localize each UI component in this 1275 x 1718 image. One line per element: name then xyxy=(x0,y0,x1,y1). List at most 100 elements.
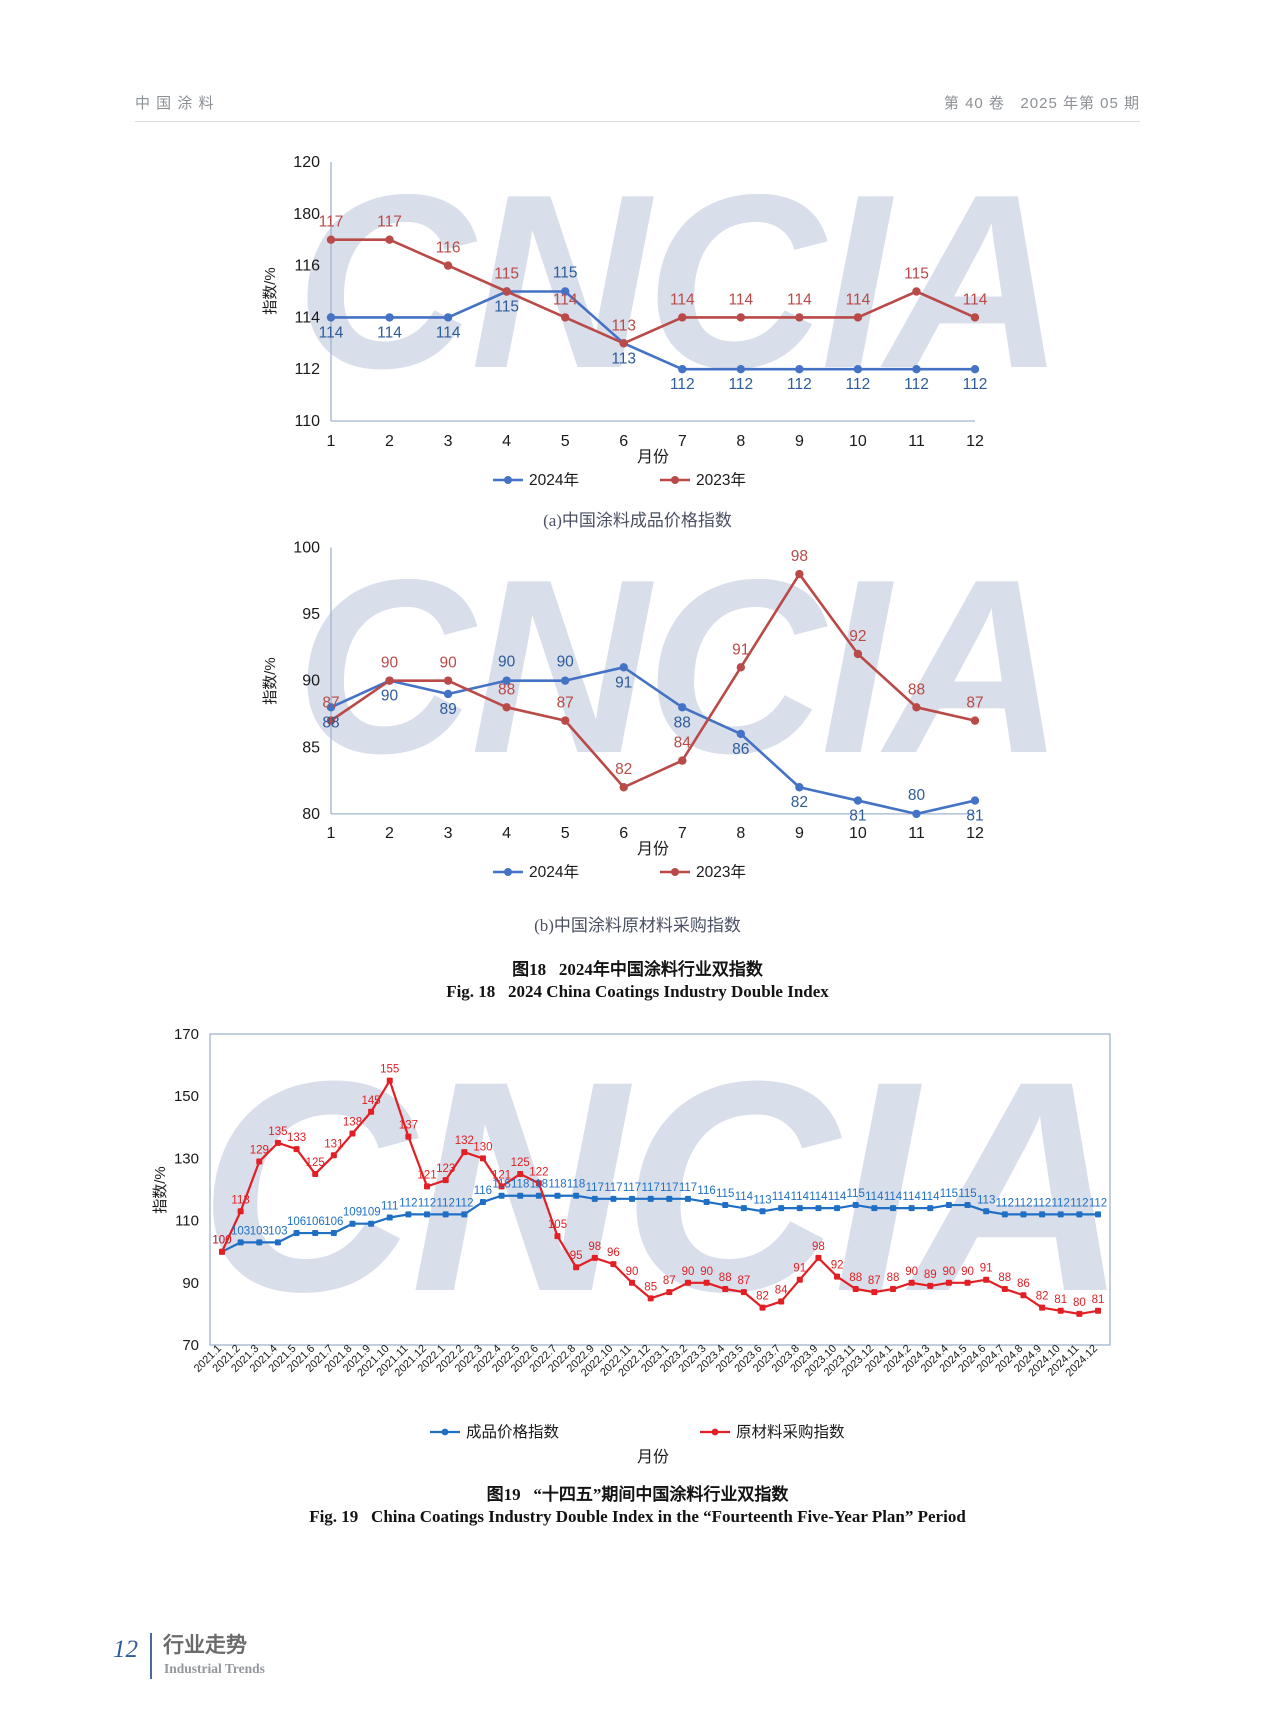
svg-text:112: 112 xyxy=(996,1197,1014,1209)
svg-text:155: 155 xyxy=(380,1064,399,1076)
svg-text:114: 114 xyxy=(921,1191,940,1203)
svg-text:82: 82 xyxy=(1036,1291,1049,1303)
svg-text:117: 117 xyxy=(642,1182,660,1194)
svg-text:114: 114 xyxy=(809,1191,828,1203)
svg-text:原材料采购指数: 原材料采购指数 xyxy=(736,1423,845,1441)
svg-text:114: 114 xyxy=(902,1191,921,1203)
svg-text:95: 95 xyxy=(570,1250,583,1262)
svg-text:96: 96 xyxy=(607,1247,620,1259)
svg-text:81: 81 xyxy=(1092,1294,1105,1306)
svg-text:116: 116 xyxy=(474,1185,492,1197)
svg-text:138: 138 xyxy=(343,1117,362,1129)
svg-text:98: 98 xyxy=(812,1241,825,1253)
svg-text:117: 117 xyxy=(660,1182,678,1194)
svg-text:114: 114 xyxy=(884,1191,903,1203)
svg-text:70: 70 xyxy=(182,1337,199,1354)
svg-text:92: 92 xyxy=(831,1260,844,1272)
svg-text:103: 103 xyxy=(268,1225,287,1237)
svg-text:113: 113 xyxy=(231,1194,249,1206)
svg-text:89: 89 xyxy=(924,1269,937,1281)
svg-text:132: 132 xyxy=(455,1135,474,1147)
svg-text:87: 87 xyxy=(868,1275,881,1287)
svg-text:106: 106 xyxy=(324,1216,343,1228)
svg-text:80: 80 xyxy=(1073,1297,1086,1309)
svg-text:135: 135 xyxy=(268,1126,287,1138)
svg-text:114: 114 xyxy=(865,1191,884,1203)
svg-text:月份: 月份 xyxy=(637,1448,669,1466)
svg-text:112: 112 xyxy=(1089,1197,1107,1209)
svg-text:90: 90 xyxy=(682,1266,695,1278)
svg-text:129: 129 xyxy=(250,1145,269,1157)
svg-text:114: 114 xyxy=(828,1191,847,1203)
svg-text:112: 112 xyxy=(437,1197,455,1209)
svg-text:112: 112 xyxy=(1014,1197,1032,1209)
svg-text:122: 122 xyxy=(529,1166,548,1178)
svg-text:112: 112 xyxy=(418,1197,436,1209)
svg-text:110: 110 xyxy=(175,1213,199,1230)
svg-text:109: 109 xyxy=(362,1207,381,1219)
svg-text:113: 113 xyxy=(753,1194,771,1206)
svg-text:90: 90 xyxy=(626,1266,639,1278)
svg-text:115: 115 xyxy=(958,1188,976,1200)
svg-text:106: 106 xyxy=(287,1216,306,1228)
svg-text:115: 115 xyxy=(716,1188,734,1200)
svg-text:82: 82 xyxy=(756,1291,769,1303)
svg-text:115: 115 xyxy=(940,1188,958,1200)
svg-text:成品价格指数: 成品价格指数 xyxy=(466,1423,560,1441)
svg-text:109: 109 xyxy=(343,1207,362,1219)
svg-text:87: 87 xyxy=(663,1275,676,1287)
svg-text:150: 150 xyxy=(174,1088,199,1105)
svg-text:106: 106 xyxy=(306,1216,325,1228)
svg-text:90: 90 xyxy=(961,1266,974,1278)
svg-text:84: 84 xyxy=(775,1285,788,1297)
svg-text:118: 118 xyxy=(530,1179,548,1191)
svg-text:100: 100 xyxy=(212,1235,231,1247)
svg-text:117: 117 xyxy=(623,1182,641,1194)
svg-text:98: 98 xyxy=(588,1241,601,1253)
svg-text:117: 117 xyxy=(604,1182,622,1194)
svg-text:118: 118 xyxy=(567,1179,585,1191)
svg-text:指数/%: 指数/% xyxy=(152,1166,169,1214)
svg-text:112: 112 xyxy=(1033,1197,1051,1209)
svg-text:90: 90 xyxy=(182,1275,199,1292)
svg-text:125: 125 xyxy=(306,1157,325,1169)
svg-text:130: 130 xyxy=(473,1141,492,1153)
svg-text:117: 117 xyxy=(679,1182,697,1194)
svg-text:90: 90 xyxy=(943,1266,956,1278)
svg-text:121: 121 xyxy=(417,1169,436,1181)
svg-text:103: 103 xyxy=(231,1225,250,1237)
svg-text:125: 125 xyxy=(511,1157,530,1169)
svg-text:145: 145 xyxy=(362,1095,381,1107)
svg-text:115: 115 xyxy=(847,1188,865,1200)
svg-text:114: 114 xyxy=(791,1191,810,1203)
svg-text:88: 88 xyxy=(849,1272,862,1284)
svg-text:121: 121 xyxy=(492,1169,511,1181)
svg-text:113: 113 xyxy=(977,1194,995,1206)
svg-text:114: 114 xyxy=(772,1191,791,1203)
svg-text:112: 112 xyxy=(399,1197,417,1209)
svg-text:81: 81 xyxy=(1054,1294,1067,1306)
svg-text:114: 114 xyxy=(735,1191,754,1203)
svg-text:133: 133 xyxy=(287,1132,306,1144)
svg-text:130: 130 xyxy=(174,1150,199,1167)
svg-text:91: 91 xyxy=(793,1263,806,1275)
svg-text:91: 91 xyxy=(980,1263,993,1275)
svg-text:86: 86 xyxy=(1017,1278,1030,1290)
svg-text:85: 85 xyxy=(644,1281,657,1293)
svg-text:118: 118 xyxy=(548,1179,566,1191)
svg-text:90: 90 xyxy=(700,1266,713,1278)
svg-text:112: 112 xyxy=(455,1197,473,1209)
svg-text:117: 117 xyxy=(586,1182,604,1194)
svg-text:131: 131 xyxy=(324,1138,343,1150)
svg-text:103: 103 xyxy=(250,1225,269,1237)
svg-text:87: 87 xyxy=(738,1275,751,1287)
svg-text:111: 111 xyxy=(381,1201,398,1213)
svg-text:105: 105 xyxy=(548,1219,567,1231)
svg-text:118: 118 xyxy=(511,1179,529,1191)
svg-text:137: 137 xyxy=(399,1120,418,1132)
svg-text:112: 112 xyxy=(1052,1197,1070,1209)
svg-text:88: 88 xyxy=(998,1272,1011,1284)
svg-text:88: 88 xyxy=(719,1272,732,1284)
svg-text:90: 90 xyxy=(905,1266,918,1278)
svg-text:170: 170 xyxy=(174,1026,199,1043)
